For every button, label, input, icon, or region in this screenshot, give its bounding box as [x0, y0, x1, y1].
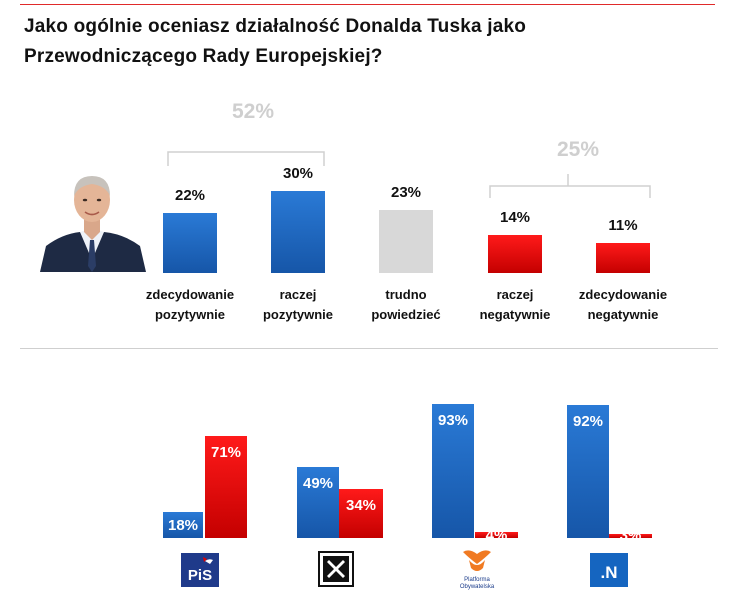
pis-logo: PiS	[181, 553, 219, 587]
top-bar-2	[271, 191, 325, 273]
top-category-label-line: zdecydowanie	[578, 287, 668, 302]
bottom-bar-value-label-red-2: 34%	[345, 497, 377, 514]
top-accent-rule	[20, 4, 715, 5]
top-bar-value-label-5: 11%	[608, 216, 638, 234]
top-category-label-3: trudno powiedzieć	[346, 285, 466, 325]
top-bar-value-label-2: 30%	[282, 165, 314, 182]
top-category-label-line: trudno	[385, 287, 427, 302]
positive-aggregate-label: 52%	[231, 100, 275, 123]
po-logo-text-2: Obywatelska	[460, 584, 495, 590]
bottom-bar-red-3	[475, 532, 518, 538]
top-bar-value-label-3: 23%	[390, 184, 422, 202]
bottom-bar-blue-3	[432, 404, 474, 538]
title-line-1: Jako ogólnie oceniasz działalność Donald…	[24, 16, 527, 37]
top-bar-3	[379, 210, 433, 273]
top-category-label-line: pozytywnie	[262, 307, 334, 322]
top-bar-value-label-4: 14%	[499, 208, 531, 226]
bottom-bar-value-label-red-4: 3%	[619, 527, 642, 545]
top-category-label-4: raczej negatywnie	[455, 285, 575, 325]
title-line-2: Przewodniczącego Rady Europejskiej?	[24, 46, 383, 67]
top-category-label-2: raczej pozytywnie	[238, 285, 358, 325]
bottom-bar-red-4	[609, 533, 652, 538]
negative-aggregate-label: 25%	[556, 138, 600, 161]
top-category-label-5: zdecydowanie negatywnie	[563, 285, 683, 325]
bottom-bar-blue-4	[567, 405, 609, 538]
bottom-bar-value-label-blue-1: 18%	[167, 516, 199, 534]
positive-brace	[167, 151, 325, 166]
po-logo: Platforma Obywatelska	[455, 546, 499, 590]
po-logo-text-1: Platforma	[464, 577, 490, 583]
pis-logo-text: PiS	[188, 567, 212, 584]
negative-brace	[489, 174, 651, 198]
top-category-label-line: raczej	[279, 287, 317, 302]
bottom-bar-value-label-blue-3: 93%	[437, 412, 469, 429]
top-category-label-line: zdecydowanie	[145, 287, 235, 302]
top-category-label-line: raczej	[496, 287, 534, 302]
top-category-label-line: negatywnie	[587, 307, 659, 322]
brace-annotations	[167, 151, 651, 198]
portrait-photo	[36, 160, 148, 272]
nowoczesna-logo-text: .N	[601, 563, 618, 582]
nowoczesna-logo: .N	[590, 553, 628, 587]
bottom-bar-blue-1	[163, 512, 203, 538]
bottom-bar-red-1	[205, 435, 247, 538]
bottom-bar-value-label-blue-4: 92%	[572, 413, 604, 431]
bottom-bar-value-label-blue-2: 49%	[302, 475, 334, 493]
top-category-label-line: powiedzieć	[371, 307, 441, 322]
top-category-label-1: zdecydowanie pozytywnie	[130, 285, 250, 325]
top-category-label-line: pozytywnie	[154, 307, 226, 322]
bottom-bar-value-label-red-1: 71%	[210, 443, 242, 461]
bottom-bar-blue-2	[297, 467, 339, 538]
top-bar-value-label-1: 22%	[174, 186, 206, 204]
top-bar-1	[163, 212, 217, 273]
top-bar-4	[488, 234, 542, 273]
top-category-label-line: negatywnie	[479, 307, 551, 322]
bottom-bar-value-label-red-3: 4%	[485, 526, 508, 544]
bottom-bar-red-2	[339, 489, 383, 538]
kukiz-logo	[318, 551, 354, 587]
section-divider	[20, 348, 718, 349]
top-bar-5	[596, 242, 650, 273]
page-title: Jako ogólnie oceniasz działalność Donald…	[24, 12, 584, 72]
